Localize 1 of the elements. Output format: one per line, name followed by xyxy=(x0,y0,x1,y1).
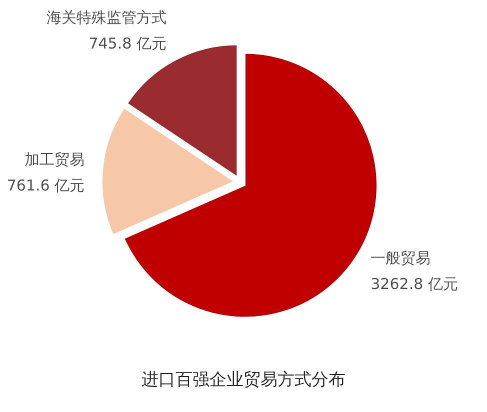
text: 进口百强企业贸易方式分布 xyxy=(142,370,346,390)
